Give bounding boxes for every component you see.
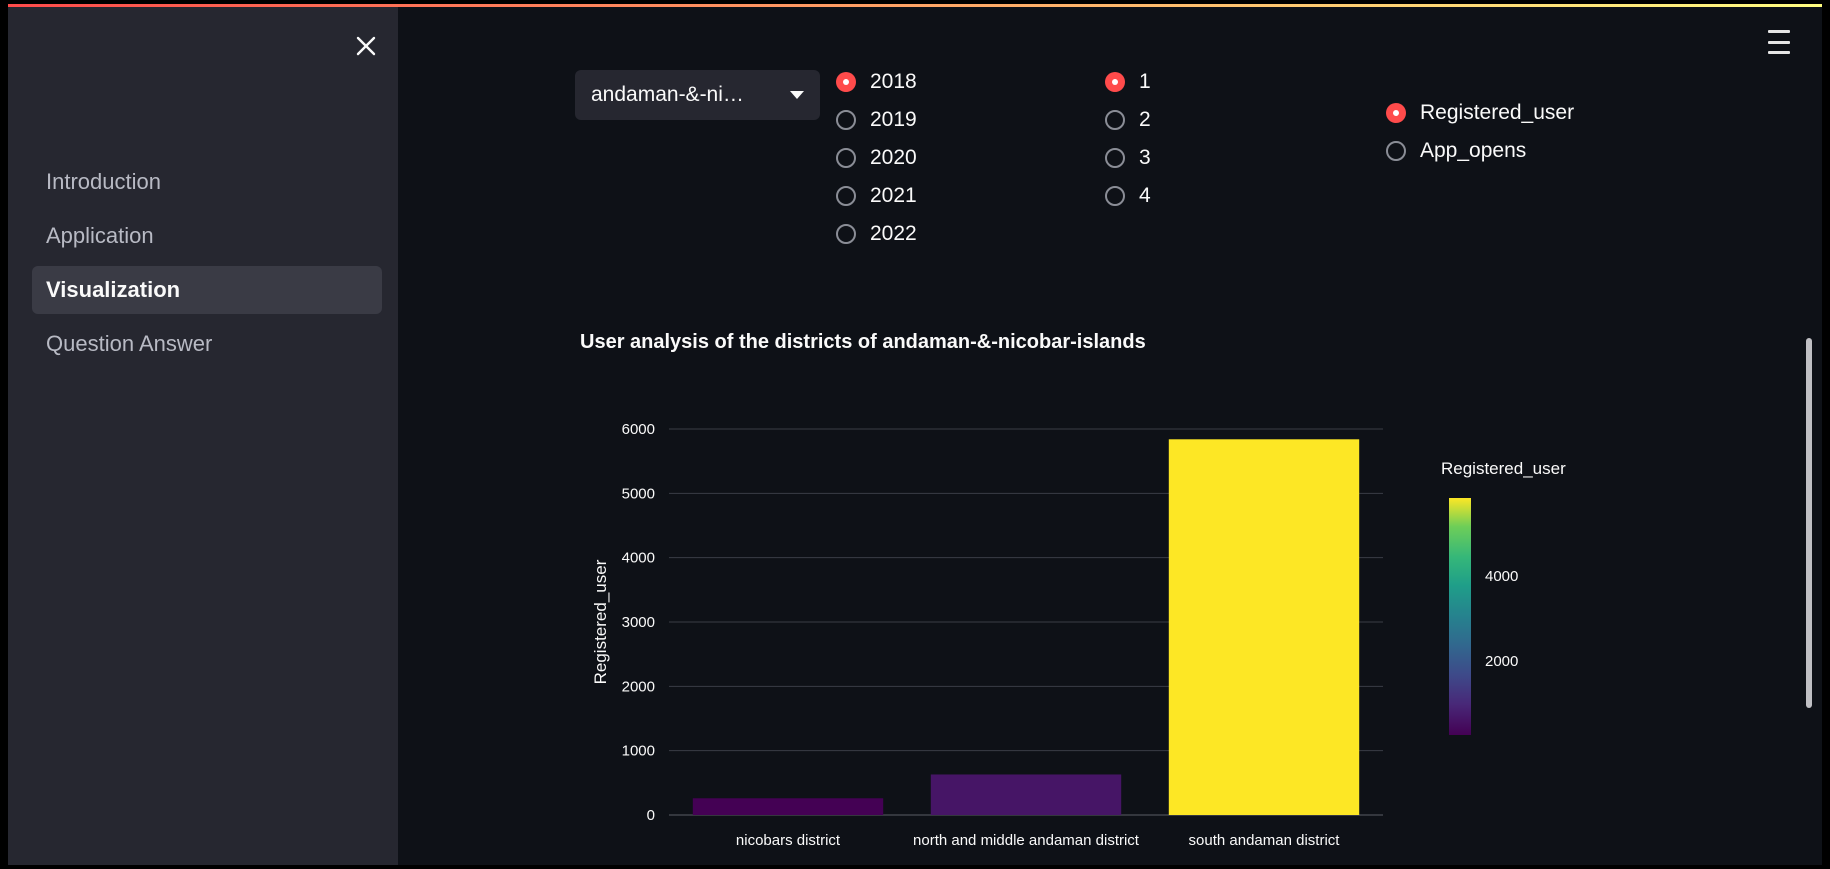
y-axis-label: Registered_user <box>591 559 610 684</box>
chart-title: User analysis of the districts of andama… <box>580 331 1146 353</box>
chevron-down-icon <box>790 91 804 99</box>
hamburger-icon <box>1768 30 1790 33</box>
radio-checked-icon <box>836 72 856 92</box>
y-tick-label: 3000 <box>622 614 655 631</box>
year-option-2018[interactable]: 2018 <box>836 70 917 94</box>
close-icon <box>356 36 376 56</box>
metric-option-label: Registered_user <box>1420 101 1575 124</box>
quarter-option-label: 3 <box>1139 146 1151 169</box>
quarter-option-2[interactable]: 2 <box>1105 108 1151 132</box>
sidebar-item-question-answer[interactable]: Question Answer <box>46 331 213 356</box>
radio-unchecked-icon <box>836 186 856 206</box>
bar-chart: 0 1000 2000 3000 4000 5000 6000 nicobars distri… <box>591 421 1566 849</box>
chart-bar <box>1168 439 1360 815</box>
chart-bar <box>930 774 1122 815</box>
colorbar-tick-label: 4000 <box>1485 568 1518 585</box>
y-tick-label: 4000 <box>622 550 655 567</box>
year-option-label: 2020 <box>870 146 917 169</box>
chart-bars <box>692 439 1360 815</box>
radio-unchecked-icon <box>1105 148 1125 168</box>
quarter-option-label: 1 <box>1139 70 1151 93</box>
year-option-2019[interactable]: 2019 <box>836 108 917 132</box>
year-option-label: 2022 <box>870 222 917 245</box>
radio-checked-icon <box>1386 103 1406 123</box>
state-select-value: andaman-&-ni… <box>591 83 744 106</box>
state-select[interactable]: andaman-&-ni… <box>575 70 820 120</box>
year-option-2022[interactable]: 2022 <box>836 222 917 246</box>
radio-unchecked-icon <box>1105 186 1125 206</box>
radio-unchecked-icon <box>1386 141 1406 161</box>
quarter-option-3[interactable]: 3 <box>1105 146 1151 170</box>
top-decoration-stripe <box>8 4 1822 7</box>
colorbar-title: Registered_user <box>1441 459 1566 478</box>
x-tick-label: nicobars district <box>736 832 841 849</box>
y-tick-label: 0 <box>647 807 655 824</box>
metric-option-app-opens[interactable]: App_opens <box>1386 139 1526 163</box>
year-option-2020[interactable]: 2020 <box>836 146 917 170</box>
metric-option-label: App_opens <box>1420 139 1527 162</box>
radio-unchecked-icon <box>836 224 856 244</box>
sidebar-item-visualization[interactable]: Visualization <box>32 266 382 314</box>
colorbar-tick-label: 2000 <box>1485 653 1518 670</box>
year-option-label: 2018 <box>870 70 917 93</box>
close-sidebar-button[interactable] <box>348 28 384 64</box>
year-option-label: 2019 <box>870 108 917 131</box>
radio-unchecked-icon <box>836 110 856 130</box>
y-tick-label: 1000 <box>622 743 655 760</box>
metric-option-registered-user[interactable]: Registered_user <box>1386 101 1574 125</box>
app-window: Introduction Application Visualization Q… <box>8 4 1822 865</box>
chart-colorbar: Registered_user 2000 4000 <box>1441 459 1566 735</box>
year-option-2021[interactable]: 2021 <box>836 184 917 208</box>
y-tick-label: 5000 <box>622 485 655 502</box>
sidebar-item-introduction[interactable]: Introduction <box>46 169 161 194</box>
radio-unchecked-icon <box>836 148 856 168</box>
sidebar: Introduction Application Visualization Q… <box>8 4 398 865</box>
radio-checked-icon <box>1105 72 1125 92</box>
radio-unchecked-icon <box>1105 110 1125 130</box>
main-menu-button[interactable] <box>1768 30 1798 54</box>
quarter-option-4[interactable]: 4 <box>1105 184 1151 208</box>
y-tick-label: 2000 <box>622 678 655 695</box>
quarter-option-label: 4 <box>1139 184 1151 207</box>
x-tick-label: north and middle andaman district <box>913 832 1140 849</box>
quarter-option-label: 2 <box>1139 108 1151 131</box>
main-scrollbar[interactable] <box>1806 338 1812 708</box>
sidebar-item-application[interactable]: Application <box>46 223 154 248</box>
colorbar-gradient <box>1449 498 1471 735</box>
x-tick-label: south andaman district <box>1189 832 1341 849</box>
chart-labels: 0 1000 2000 3000 4000 5000 6000 nicobars distri… <box>591 421 1340 849</box>
chart-bar <box>692 798 884 815</box>
y-tick-label: 6000 <box>622 421 655 438</box>
hamburger-icon-bar <box>1768 40 1790 44</box>
quarter-option-1[interactable]: 1 <box>1105 70 1151 94</box>
sidebar-nav: Introduction Application Visualization Q… <box>32 158 382 374</box>
hamburger-icon-bar <box>1768 51 1790 54</box>
year-option-label: 2021 <box>870 184 917 207</box>
